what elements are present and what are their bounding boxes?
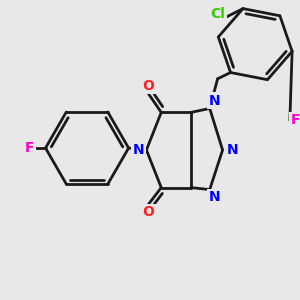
Text: F: F — [25, 141, 34, 155]
Text: O: O — [142, 79, 154, 93]
Text: N: N — [209, 190, 220, 205]
Text: F: F — [291, 113, 300, 127]
Text: N: N — [133, 143, 144, 157]
Text: N: N — [227, 143, 238, 157]
Text: N: N — [209, 94, 220, 107]
Text: Cl: Cl — [210, 8, 225, 22]
Text: O: O — [142, 205, 154, 219]
